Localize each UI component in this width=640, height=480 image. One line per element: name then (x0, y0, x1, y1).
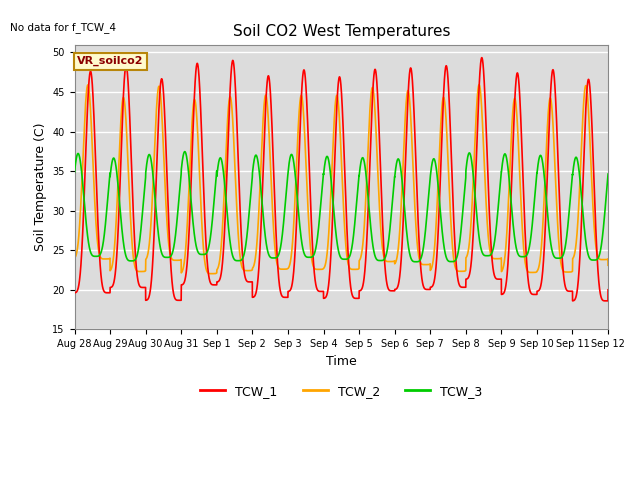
TCW_1 (272, 221, 280, 227)
TCW_2 (70, 255, 78, 261)
TCW_3 (200, 252, 208, 257)
TCW_3 (195, 250, 202, 256)
TCW_3 (600, 219, 608, 225)
Legend: TCW_1, TCW_2, TCW_3: TCW_1, TCW_2, TCW_3 (195, 380, 487, 403)
TCW_1 (602, 298, 610, 304)
TCW_3 (412, 259, 420, 264)
TCW_1 (200, 197, 208, 203)
Y-axis label: Soil Temperature (C): Soil Temperature (C) (34, 123, 47, 251)
TCW_3 (198, 252, 205, 257)
TCW_3 (70, 169, 78, 175)
TCW_2 (600, 257, 608, 263)
TCW_1 (310, 261, 317, 267)
TCW_2 (200, 252, 208, 258)
TCW_2 (604, 263, 612, 268)
TCW_3 (604, 171, 612, 177)
TCW_1 (195, 66, 202, 72)
TCW_1 (70, 290, 78, 296)
Line: TCW_2: TCW_2 (74, 84, 608, 274)
TCW_2 (272, 252, 280, 258)
TCW_3 (310, 252, 317, 258)
Text: No data for f_TCW_4: No data for f_TCW_4 (10, 22, 116, 33)
TCW_2 (197, 209, 205, 215)
TCW_2 (476, 82, 483, 87)
X-axis label: Time: Time (326, 355, 356, 368)
TCW_2 (209, 271, 216, 276)
Text: VR_soilco2: VR_soilco2 (77, 56, 144, 66)
TCW_1 (604, 287, 612, 293)
Line: TCW_3: TCW_3 (74, 152, 608, 262)
TCW_2 (310, 264, 317, 270)
Title: Soil CO2 West Temperatures: Soil CO2 West Temperatures (232, 24, 450, 39)
TCW_1 (478, 55, 486, 60)
TCW_1 (197, 121, 205, 127)
TCW_1 (600, 298, 608, 304)
TCW_2 (195, 145, 202, 151)
TCW_3 (272, 255, 280, 261)
Line: TCW_1: TCW_1 (74, 58, 608, 301)
TCW_3 (181, 149, 189, 155)
